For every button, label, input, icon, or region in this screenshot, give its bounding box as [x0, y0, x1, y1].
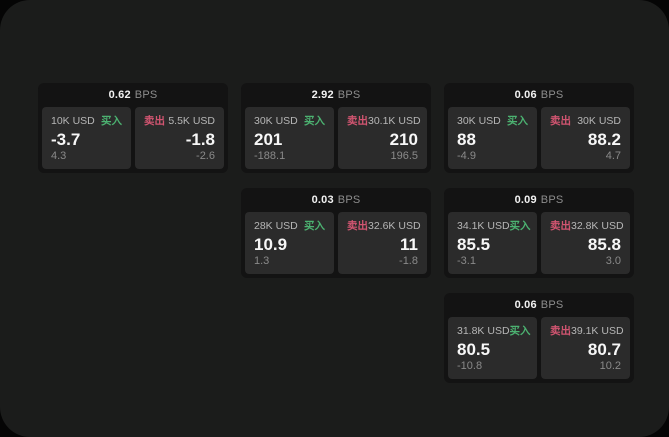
- quote-panels: 30K USD 买入 201 -188.1 卖出 30.1K USD 210 1…: [245, 107, 427, 169]
- sell-change: 3.0: [605, 255, 621, 267]
- sell-price: 11: [400, 235, 418, 254]
- sell-change: -1.8: [399, 255, 418, 267]
- quote-card-2: 2.92 BPS 30K USD 买入 201 -188.1 卖出 30.1K …: [241, 83, 431, 173]
- bps-value: 0.06: [514, 89, 537, 101]
- quote-panels: 31.8K USD 买入 80.5 -10.8 卖出 39.1K USD 80.…: [448, 317, 630, 379]
- sell-price: 210: [389, 130, 418, 149]
- buy-notional: 30K USD: [457, 114, 501, 127]
- sell-notional: 32.6K USD: [368, 219, 421, 232]
- buy-notional: 30K USD: [254, 114, 298, 127]
- buy-panel[interactable]: 30K USD 买入 201 -188.1: [245, 107, 334, 169]
- buy-label: 买入: [507, 115, 528, 127]
- sell-notional: 32.8K USD: [571, 219, 624, 232]
- bps-value: 0.62: [108, 89, 131, 101]
- buy-label: 买入: [101, 115, 122, 127]
- bps-value: 0.09: [514, 194, 537, 206]
- buy-label: 买入: [304, 115, 325, 127]
- sell-price: 80.7: [587, 340, 621, 359]
- sell-notional: 30K USD: [577, 114, 621, 127]
- sell-notional: 30.1K USD: [368, 114, 421, 127]
- bps-suffix-label: BPS: [540, 299, 564, 311]
- sell-label: 卖出: [550, 325, 571, 337]
- buy-price: 80.5: [457, 340, 491, 359]
- bps-header: 0.09 BPS: [448, 188, 630, 212]
- buy-panel[interactable]: 34.1K USD 买入 85.5 -3.1: [448, 212, 537, 274]
- quote-card-3: 0.06 BPS 30K USD 买入 88 -4.9 卖出 30K USD 8…: [444, 83, 634, 173]
- buy-notional: 28K USD: [254, 219, 298, 232]
- sell-notional: 39.1K USD: [571, 324, 624, 337]
- bps-header: 0.06 BPS: [448, 83, 630, 107]
- bps-header: 2.92 BPS: [245, 83, 427, 107]
- sell-panel[interactable]: 卖出 30.1K USD 210 196.5: [338, 107, 427, 169]
- sell-price: 88.2: [587, 130, 621, 149]
- buy-price: -3.7: [51, 130, 81, 149]
- buy-change: -4.9: [457, 150, 476, 162]
- sell-change: 10.2: [599, 360, 621, 372]
- quote-card-4: 0.03 BPS 28K USD 买入 10.9 1.3 卖出 32.6K US…: [241, 188, 431, 278]
- sell-label: 卖出: [550, 115, 571, 127]
- buy-label: 买入: [509, 325, 531, 337]
- sell-change: 4.7: [605, 150, 621, 162]
- sell-panel[interactable]: 卖出 32.8K USD 85.8 3.0: [541, 212, 630, 274]
- buy-change: 4.3: [51, 150, 67, 162]
- buy-label: 买入: [509, 220, 531, 232]
- buy-notional: 10K USD: [51, 114, 95, 127]
- quote-panels: 10K USD 买入 -3.7 4.3 卖出 5.5K USD -1.8 -2.…: [42, 107, 224, 169]
- sell-change: -2.6: [196, 150, 215, 162]
- buy-change: -3.1: [457, 255, 476, 267]
- buy-price: 10.9: [254, 235, 288, 254]
- buy-panel[interactable]: 10K USD 买入 -3.7 4.3: [42, 107, 131, 169]
- quote-panels: 30K USD 买入 88 -4.9 卖出 30K USD 88.2 4.7: [448, 107, 630, 169]
- sell-price: -1.8: [185, 130, 215, 149]
- quote-card-1: 0.62 BPS 10K USD 买入 -3.7 4.3 卖出 5.5K USD…: [38, 83, 228, 173]
- bps-value: 0.03: [311, 194, 334, 206]
- sell-price: 85.8: [587, 235, 621, 254]
- quote-card-5: 0.09 BPS 34.1K USD 买入 85.5 -3.1 卖出 32.8K…: [444, 188, 634, 278]
- buy-price: 85.5: [457, 235, 491, 254]
- buy-label: 买入: [304, 220, 325, 232]
- quote-card-6: 0.06 BPS 31.8K USD 买入 80.5 -10.8 卖出 39.1…: [444, 293, 634, 383]
- buy-panel[interactable]: 30K USD 买入 88 -4.9: [448, 107, 537, 169]
- sell-notional: 5.5K USD: [168, 114, 215, 127]
- bps-header: 0.03 BPS: [245, 188, 427, 212]
- sell-label: 卖出: [347, 115, 368, 127]
- bps-suffix-label: BPS: [540, 89, 564, 101]
- sell-panel[interactable]: 卖出 39.1K USD 80.7 10.2: [541, 317, 630, 379]
- buy-change: -188.1: [254, 150, 286, 162]
- buy-notional: 31.8K USD: [457, 324, 510, 337]
- bps-suffix-label: BPS: [337, 194, 361, 206]
- sell-label: 卖出: [347, 220, 368, 232]
- buy-change: -10.8: [457, 360, 483, 372]
- sell-label: 卖出: [144, 115, 165, 127]
- quote-panels: 34.1K USD 买入 85.5 -3.1 卖出 32.8K USD 85.8…: [448, 212, 630, 274]
- sell-change: 196.5: [390, 150, 418, 162]
- sell-panel[interactable]: 卖出 5.5K USD -1.8 -2.6: [135, 107, 224, 169]
- buy-panel[interactable]: 28K USD 买入 10.9 1.3: [245, 212, 334, 274]
- bps-header: 0.06 BPS: [448, 293, 630, 317]
- bps-suffix-label: BPS: [337, 89, 361, 101]
- sell-panel[interactable]: 卖出 30K USD 88.2 4.7: [541, 107, 630, 169]
- bps-suffix-label: BPS: [134, 89, 158, 101]
- bps-value: 0.06: [514, 299, 537, 311]
- bps-suffix-label: BPS: [540, 194, 564, 206]
- bps-value: 2.92: [311, 89, 334, 101]
- buy-price: 201: [254, 130, 283, 149]
- bps-header: 0.62 BPS: [42, 83, 224, 107]
- sell-label: 卖出: [550, 220, 571, 232]
- buy-price: 88: [457, 130, 476, 149]
- buy-panel[interactable]: 31.8K USD 买入 80.5 -10.8: [448, 317, 537, 379]
- buy-change: 1.3: [254, 255, 270, 267]
- quote-panels: 28K USD 买入 10.9 1.3 卖出 32.6K USD 11 -1.8: [245, 212, 427, 274]
- sell-panel[interactable]: 卖出 32.6K USD 11 -1.8: [338, 212, 427, 274]
- buy-notional: 34.1K USD: [457, 219, 510, 232]
